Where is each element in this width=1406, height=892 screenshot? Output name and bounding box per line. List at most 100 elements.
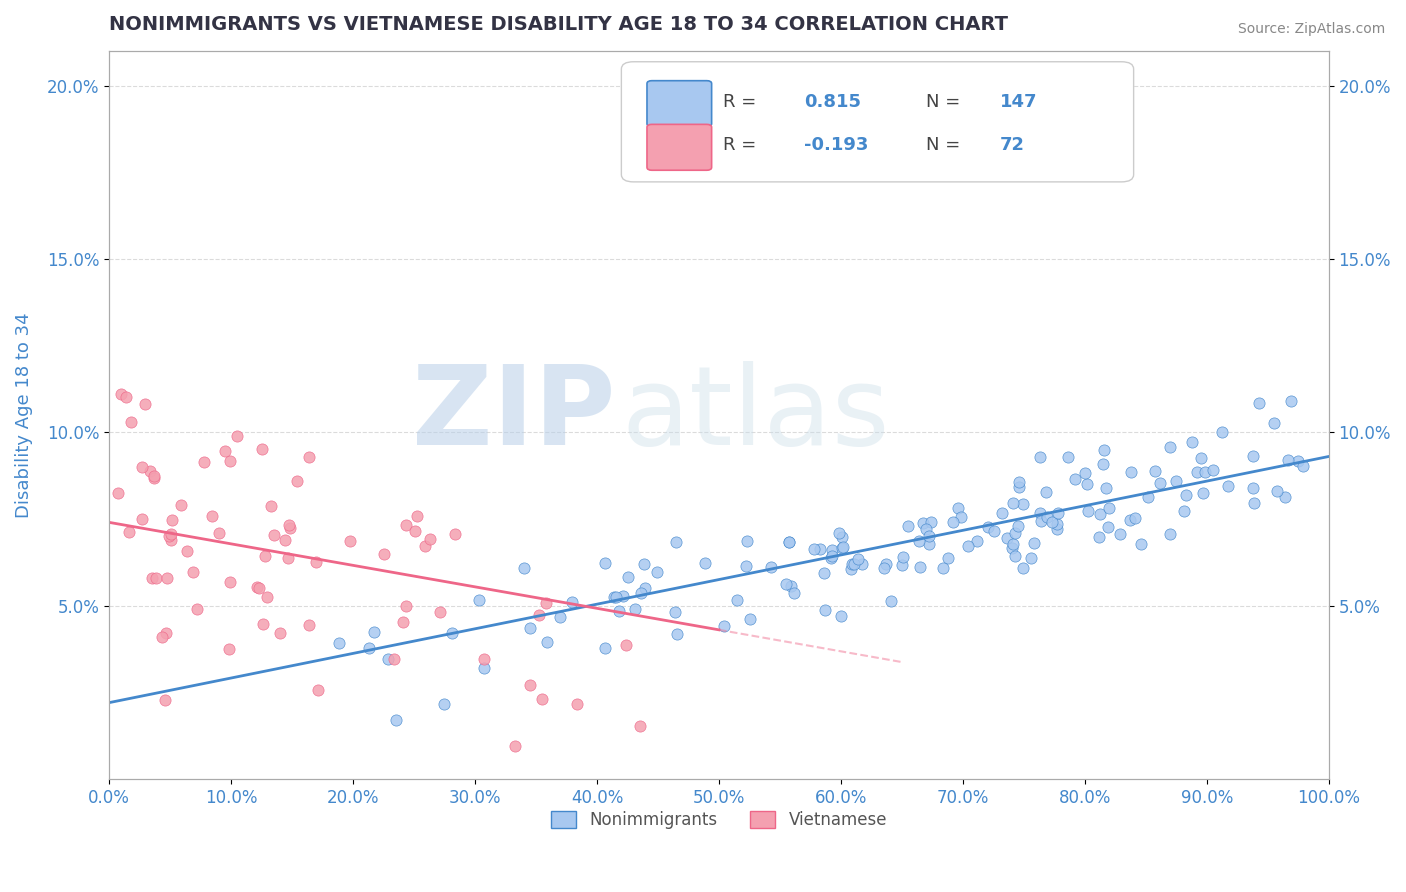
Point [155, 625, 177, 640]
Point [832, 540, 855, 554]
Point [1040, 515, 1063, 529]
Point [1130, 537, 1153, 551]
Point [1064, 472, 1087, 486]
Point [141, 572, 163, 586]
Point [363, 624, 385, 639]
Point [145, 570, 167, 584]
Point [624, 601, 647, 615]
Point [778, 535, 800, 549]
Point [1001, 495, 1024, 509]
Point [738, 612, 761, 626]
Point [848, 552, 870, 566]
Point [1211, 425, 1233, 439]
Point [831, 530, 853, 544]
Point [254, 549, 277, 563]
Point [831, 541, 853, 555]
Point [1004, 549, 1026, 563]
Legend: Nonimmigrants, Vietnamese: Nonimmigrants, Vietnamese [544, 805, 894, 836]
Point [277, 517, 299, 532]
Point [814, 603, 837, 617]
Point [1265, 483, 1288, 498]
Point [665, 534, 688, 549]
Y-axis label: Disability Age 18 to 34: Disability Age 18 to 34 [15, 312, 32, 517]
Point [1286, 454, 1309, 468]
Text: Source: ZipAtlas.com: Source: ZipAtlas.com [1237, 22, 1385, 37]
Point [1123, 510, 1146, 524]
Point [305, 555, 328, 569]
Point [1029, 507, 1052, 521]
Point [880, 594, 903, 608]
Point [966, 533, 988, 548]
Point [1247, 396, 1270, 410]
Text: N =: N = [927, 93, 960, 111]
Point [472, 652, 495, 666]
Point [280, 521, 302, 535]
Point [778, 535, 800, 549]
Point [1008, 480, 1031, 494]
Point [513, 560, 536, 574]
Point [1021, 551, 1043, 566]
Point [433, 697, 456, 711]
Point [1173, 504, 1195, 518]
Point [1076, 477, 1098, 491]
Point [956, 539, 979, 553]
Point [634, 581, 657, 595]
Point [1143, 464, 1166, 478]
Point [1243, 449, 1265, 463]
Point [1218, 479, 1240, 493]
Point [1035, 485, 1057, 500]
Point [1274, 490, 1296, 504]
Point [915, 522, 938, 536]
Point [645, 565, 668, 579]
Point [605, 591, 627, 605]
Point [467, 593, 489, 607]
Point [218, 642, 240, 657]
Point [1007, 519, 1029, 533]
Point [150, 631, 173, 645]
Point [1241, 481, 1264, 495]
Point [995, 531, 1018, 545]
Point [841, 558, 863, 572]
Text: ZIP: ZIP [412, 361, 616, 468]
Point [567, 697, 589, 711]
Point [115, 390, 138, 404]
Point [395, 599, 418, 613]
Point [519, 678, 541, 692]
Point [897, 519, 920, 533]
Point [548, 610, 571, 624]
Point [193, 455, 215, 469]
Point [725, 592, 748, 607]
Point [186, 602, 208, 616]
Point [561, 595, 583, 609]
Point [429, 605, 451, 619]
Point [820, 549, 842, 563]
Point [472, 661, 495, 675]
Point [519, 621, 541, 635]
Point [949, 510, 972, 524]
Point [139, 464, 162, 478]
Text: R =: R = [723, 136, 756, 154]
Point [382, 652, 405, 666]
Point [775, 577, 797, 591]
Point [298, 617, 321, 632]
Point [170, 498, 193, 512]
Point [593, 640, 616, 655]
FancyBboxPatch shape [621, 62, 1133, 182]
Point [252, 616, 274, 631]
Point [1136, 491, 1159, 505]
Point [440, 626, 463, 640]
Point [134, 397, 156, 411]
Point [107, 486, 129, 500]
Text: R =: R = [723, 93, 756, 111]
Point [263, 527, 285, 541]
Point [1263, 417, 1285, 431]
Point [1109, 527, 1132, 541]
Point [942, 515, 965, 529]
Point [419, 533, 441, 547]
Text: N =: N = [927, 136, 960, 154]
Point [664, 605, 686, 619]
Point [1174, 488, 1197, 502]
Text: 147: 147 [1000, 93, 1038, 111]
Point [918, 537, 941, 551]
Point [208, 525, 231, 540]
